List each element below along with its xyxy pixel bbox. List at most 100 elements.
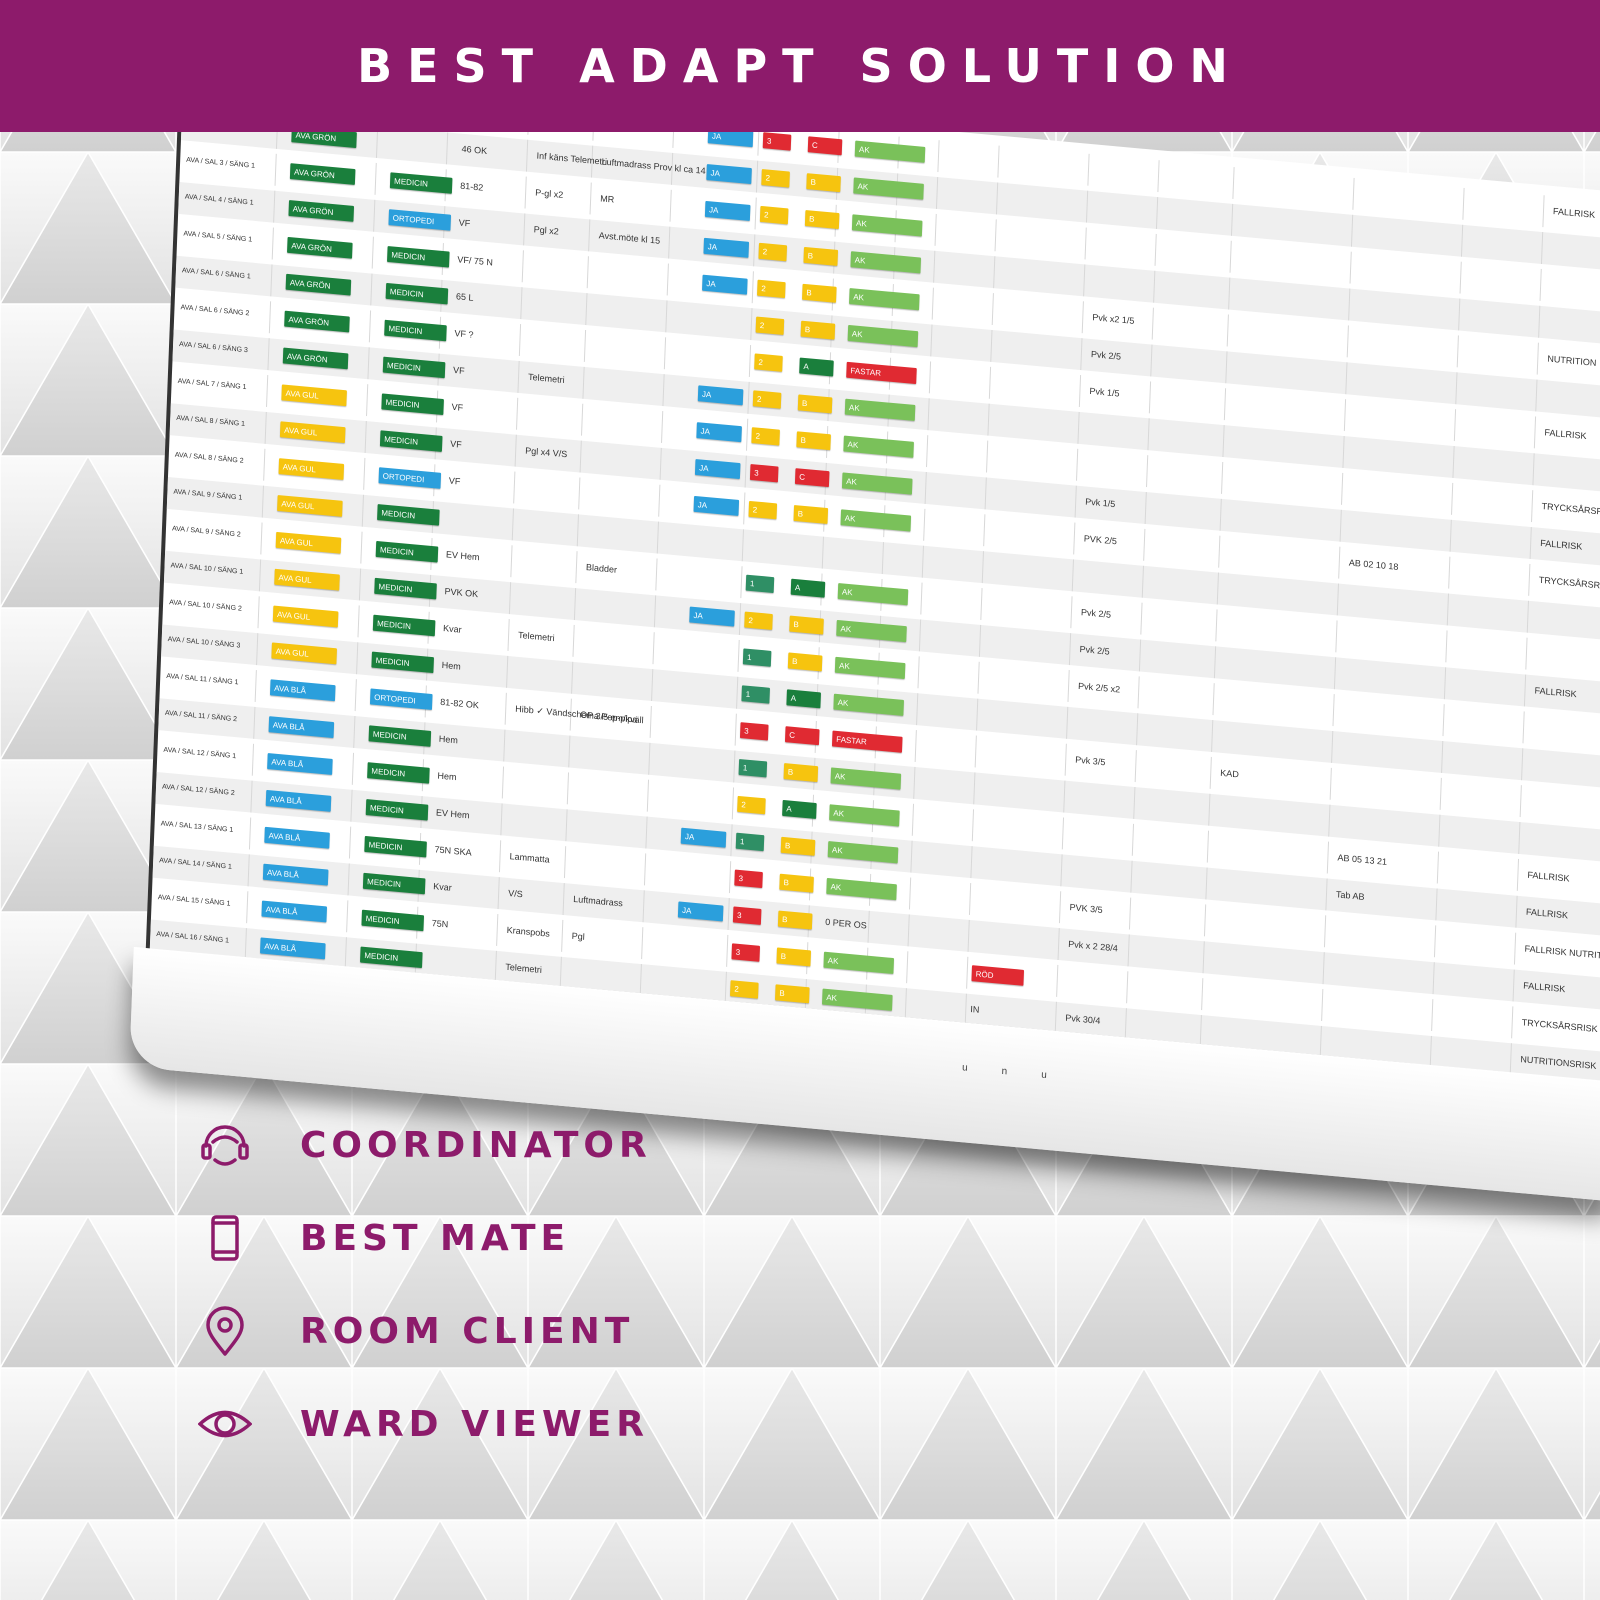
- room-label: AVA / SAL 10 / SÄNG 1: [170, 562, 244, 576]
- room-label: AVA / SAL 11 / SÄNG 1: [166, 672, 239, 687]
- column-divider: [668, 226, 671, 259]
- column-divider: [260, 522, 263, 555]
- column-divider: [347, 863, 350, 896]
- column-divider: [921, 545, 924, 578]
- column-divider: [346, 900, 349, 933]
- note-text: VF: [451, 401, 464, 413]
- team-badge: AVA GUL: [271, 642, 337, 665]
- column-divider: [1511, 1006, 1514, 1039]
- status-badge: AK: [854, 140, 926, 163]
- note-text: 65 L: [455, 291, 474, 303]
- column-divider: [1127, 934, 1130, 967]
- team-badge: AVA GUL: [277, 494, 343, 517]
- specialty-badge: MEDICIN: [374, 577, 437, 600]
- column-divider: [357, 605, 360, 638]
- column-divider: [986, 440, 989, 473]
- risk-text: FALLRISK: [1544, 427, 1587, 442]
- column-divider: [1147, 418, 1150, 451]
- risk-text: NUTRITIONSRISK: [1520, 1054, 1597, 1071]
- column-divider: [247, 854, 250, 887]
- column-divider: [273, 190, 276, 223]
- note-text: Hem: [441, 659, 461, 672]
- column-divider: [1068, 633, 1072, 666]
- column-divider: [576, 514, 579, 547]
- team-badge: AVA GUL: [274, 568, 340, 591]
- column-divider: [1205, 867, 1208, 900]
- specialty-badge: MEDICIN: [367, 762, 430, 784]
- status-badge: AK: [840, 509, 912, 532]
- team-badge: AVA GRÖN: [284, 310, 350, 333]
- column-divider: [651, 669, 654, 702]
- column-divider: [514, 434, 517, 467]
- column-divider: [517, 360, 520, 393]
- column-divider: [1448, 556, 1451, 589]
- specialty-badge: MEDICIN: [381, 393, 444, 416]
- column-divider: [988, 366, 992, 399]
- column-divider: [1146, 455, 1149, 488]
- column-divider: [734, 713, 737, 746]
- team-badge: AVA BLÅ: [268, 716, 335, 739]
- column-divider: [363, 457, 366, 490]
- column-divider: [1523, 674, 1527, 707]
- column-divider: [575, 551, 578, 584]
- column-divider: [264, 411, 267, 444]
- column-divider: [1228, 277, 1231, 310]
- column-divider: [727, 898, 730, 931]
- status-badge: AK: [822, 988, 893, 1011]
- ja-badge: JA: [702, 274, 748, 295]
- kad-text: KAD: [1220, 767, 1240, 780]
- column-divider: [987, 403, 990, 436]
- column-divider: [1526, 600, 1529, 633]
- column-divider: [571, 661, 574, 694]
- column-divider: [354, 679, 357, 712]
- column-divider: [494, 950, 497, 983]
- column-divider: [261, 485, 264, 518]
- column-divider: [1130, 860, 1133, 893]
- risk-text: FALLRISK: [1525, 906, 1569, 921]
- column-divider: [503, 729, 506, 762]
- room-label: AVA / SAL 16 / SÄNG 1: [156, 930, 230, 945]
- room-label: AVA / SAL 13 / SÄNG 1: [160, 820, 234, 834]
- category-badge: B: [803, 246, 839, 266]
- level-badge: 3: [732, 906, 762, 925]
- column-divider: [501, 766, 505, 799]
- column-divider: [1452, 446, 1455, 478]
- column-divider: [976, 698, 979, 731]
- pvk-text: PVK 2/5: [1083, 533, 1118, 547]
- column-divider: [1056, 964, 1059, 997]
- feature-best-mate: BEST MATE: [198, 1203, 652, 1273]
- level-badge: 2: [744, 611, 773, 630]
- column-divider: [524, 176, 527, 209]
- column-divider: [990, 329, 993, 362]
- note-text: MR: [600, 193, 615, 205]
- category-badge: B: [796, 431, 831, 451]
- feature-list: COORDINATOR BEST MATE ROOM CLIENT WARD V…: [198, 1110, 652, 1482]
- status-badge: AK: [827, 841, 899, 864]
- level-badge: 3: [749, 464, 779, 483]
- note-text: 46 OK: [461, 143, 488, 157]
- specialty-badge: MEDICIN: [368, 725, 432, 747]
- column-divider: [1442, 704, 1445, 737]
- pvk-text: PVK 3/5: [1069, 902, 1103, 916]
- column-divider: [736, 676, 739, 709]
- note-text: 75N: [431, 918, 449, 930]
- column-divider: [928, 361, 932, 394]
- column-divider: [1322, 952, 1325, 985]
- column-divider: [1528, 563, 1531, 596]
- column-divider: [1211, 720, 1214, 753]
- category-badge: B: [783, 763, 819, 783]
- specialty-badge: MEDICIN: [375, 540, 439, 563]
- column-divider: [507, 619, 510, 651]
- column-divider: [738, 603, 742, 636]
- column-divider: [1223, 388, 1227, 421]
- status-badge: AK: [833, 693, 904, 716]
- column-divider: [1202, 941, 1205, 974]
- status-badge: AK: [850, 251, 922, 274]
- level-badge: 1: [745, 574, 775, 594]
- team-badge: AVA BLÅ: [262, 863, 329, 886]
- status-badge: AK: [849, 288, 920, 311]
- column-divider: [366, 384, 369, 417]
- column-divider: [642, 890, 645, 923]
- column-divider: [1150, 344, 1153, 377]
- column-divider: [648, 742, 651, 775]
